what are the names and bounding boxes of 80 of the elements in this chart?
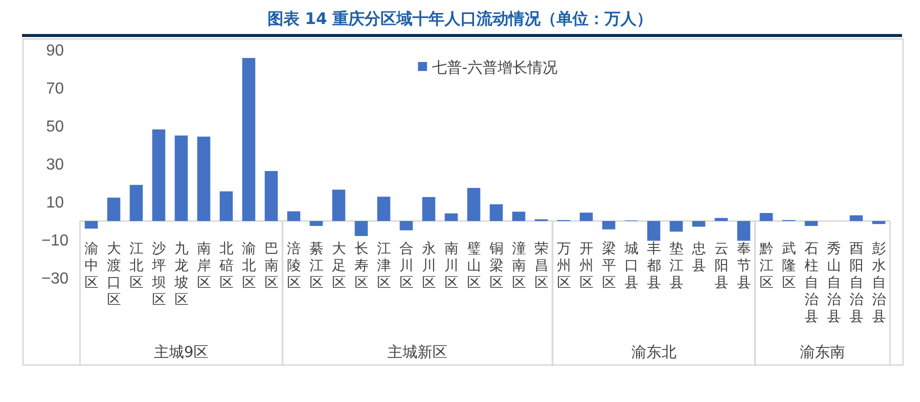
bar: [467, 188, 480, 221]
y-tick-label: 70: [46, 80, 64, 98]
bar: [310, 221, 323, 226]
y-tick-label: 30: [46, 156, 64, 174]
x-tick-label: 云阳县: [714, 241, 728, 291]
x-tick-label: 涪陵区: [286, 241, 301, 291]
x-tick-label: 万州区: [556, 241, 571, 291]
bar: [647, 221, 660, 241]
bar: [152, 129, 166, 221]
bar: [197, 136, 210, 221]
bar: [580, 212, 593, 221]
bar: [872, 221, 886, 224]
x-tick-label: 江津区: [376, 241, 391, 291]
bar: [130, 184, 143, 221]
bar: [287, 211, 300, 221]
x-tick-label: 南川区: [444, 241, 458, 291]
bar: [332, 190, 346, 221]
x-tick-label: 永川区: [422, 241, 436, 291]
bar: [490, 204, 503, 221]
x-tick-label: 巴南区: [264, 241, 278, 291]
x-tick-label: 大足区: [332, 241, 346, 291]
x-tick-label: 九龙坡区: [173, 241, 188, 308]
x-tick-label: 沙坪坝区: [150, 241, 166, 308]
bar: [760, 213, 773, 221]
x-tick-label: 酉阳自治县: [849, 241, 864, 325]
bar: [422, 197, 436, 221]
bar: [174, 136, 188, 221]
bar: [804, 221, 818, 226]
x-tick-label: 梁平区: [602, 241, 616, 291]
bar: [354, 221, 368, 236]
bar: [264, 171, 278, 221]
x-tick-label: 奉节县: [736, 241, 751, 291]
chart-title: 图表 14 重庆分区域十年人口流动情况（单位：万人）: [267, 9, 653, 28]
text: 主城9区: [154, 343, 209, 361]
bar: [84, 221, 98, 229]
x-tick-label: 开州区: [579, 241, 594, 291]
bar: [850, 215, 863, 221]
text: 主城新区: [388, 343, 448, 361]
bar: [692, 221, 706, 227]
bar: [400, 221, 413, 230]
bar: [714, 218, 728, 221]
bar: [602, 221, 616, 230]
bar: [737, 221, 750, 241]
bar: [242, 58, 256, 221]
x-tick-label: 合川区: [399, 241, 414, 291]
y-tick-label: 90: [46, 42, 64, 60]
y-tick-label: −30: [41, 270, 69, 288]
x-tick-label: 渝北区: [242, 241, 256, 291]
y-tick-label: 10: [46, 194, 64, 212]
y-tick-label: 50: [46, 118, 64, 136]
x-tick-label: 荣昌区: [534, 241, 548, 291]
x-tick-label: 长寿区: [354, 241, 368, 291]
bar: [377, 196, 390, 221]
bar: [220, 191, 233, 221]
x-tick-label: 垫江县: [669, 241, 684, 291]
x-tick-label: 丰都县: [646, 241, 661, 291]
x-tick-label: 潼南区: [512, 241, 526, 291]
x-tick-label: 石柱自治县: [804, 241, 818, 325]
text: 渝东北: [631, 343, 676, 361]
x-tick-label: 渝中区: [84, 241, 98, 291]
x-tick-label: 大渡口区: [106, 241, 121, 308]
x-tick-label: 武隆区: [782, 241, 796, 291]
x-tick-label: 綦江区: [309, 241, 324, 291]
x-tick-label: 铜梁区: [488, 241, 504, 291]
bar: [107, 198, 120, 221]
text: 渝东南: [800, 343, 845, 361]
x-tick-label: 江北区: [129, 241, 144, 291]
x-tick-label: 北碚区: [218, 241, 234, 291]
bar: [512, 212, 526, 221]
x-tick-label: 南岸区: [196, 241, 211, 291]
x-tick-label: 忠县: [690, 241, 706, 274]
bar: [670, 221, 683, 232]
legend-label: 七普-六普增长情况: [432, 58, 558, 76]
x-tick-label: 黔江区: [758, 241, 774, 291]
bar: [444, 213, 458, 221]
x-tick-label: 璧山区: [466, 241, 481, 291]
y-tick-label: −10: [41, 232, 69, 250]
x-tick-label: 彭水自治县: [872, 241, 886, 325]
x-tick-label: 秀山自治县: [826, 241, 841, 325]
x-tick-label: 城口县: [623, 241, 638, 291]
